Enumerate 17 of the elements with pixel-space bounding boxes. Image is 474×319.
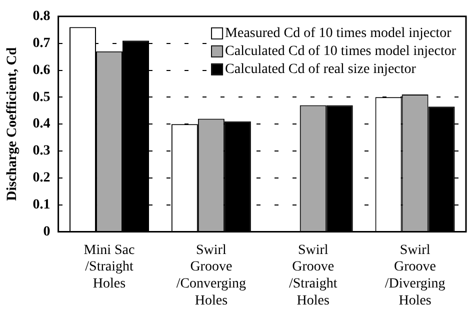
y-tick-label: 0 [43,224,50,240]
y-tick-label: 0.5 [32,90,50,105]
y-tick-label: 0.2 [32,170,50,186]
y-tick-label: 0.8 [32,9,50,24]
y-tick-label: 0.1 [32,197,50,212]
y-tick-label: 0.4 [32,116,50,132]
y-axis-title: Discharge Coefficient, Cd [5,47,20,201]
legend-label: Calculated Cd of real size injector [225,62,416,78]
x-tick-label: Swirl Groove /Converging Holes [176,242,246,308]
x-tick-label: Swirl Groove /Straight Holes [288,242,338,308]
x-tick-label: Mini Sac /Straight Holes [84,242,135,292]
x-tick-label: Swirl Groove /Diverging Holes [384,242,446,308]
legend-label: Calculated Cd of 10 times model injector [225,44,456,60]
legend-label: Measured Cd of 10 times model injector [225,26,452,42]
y-tick-label: 0.3 [32,144,50,159]
y-tick-label: 0.7 [32,36,50,51]
y-tick-label: 0.6 [32,62,50,78]
